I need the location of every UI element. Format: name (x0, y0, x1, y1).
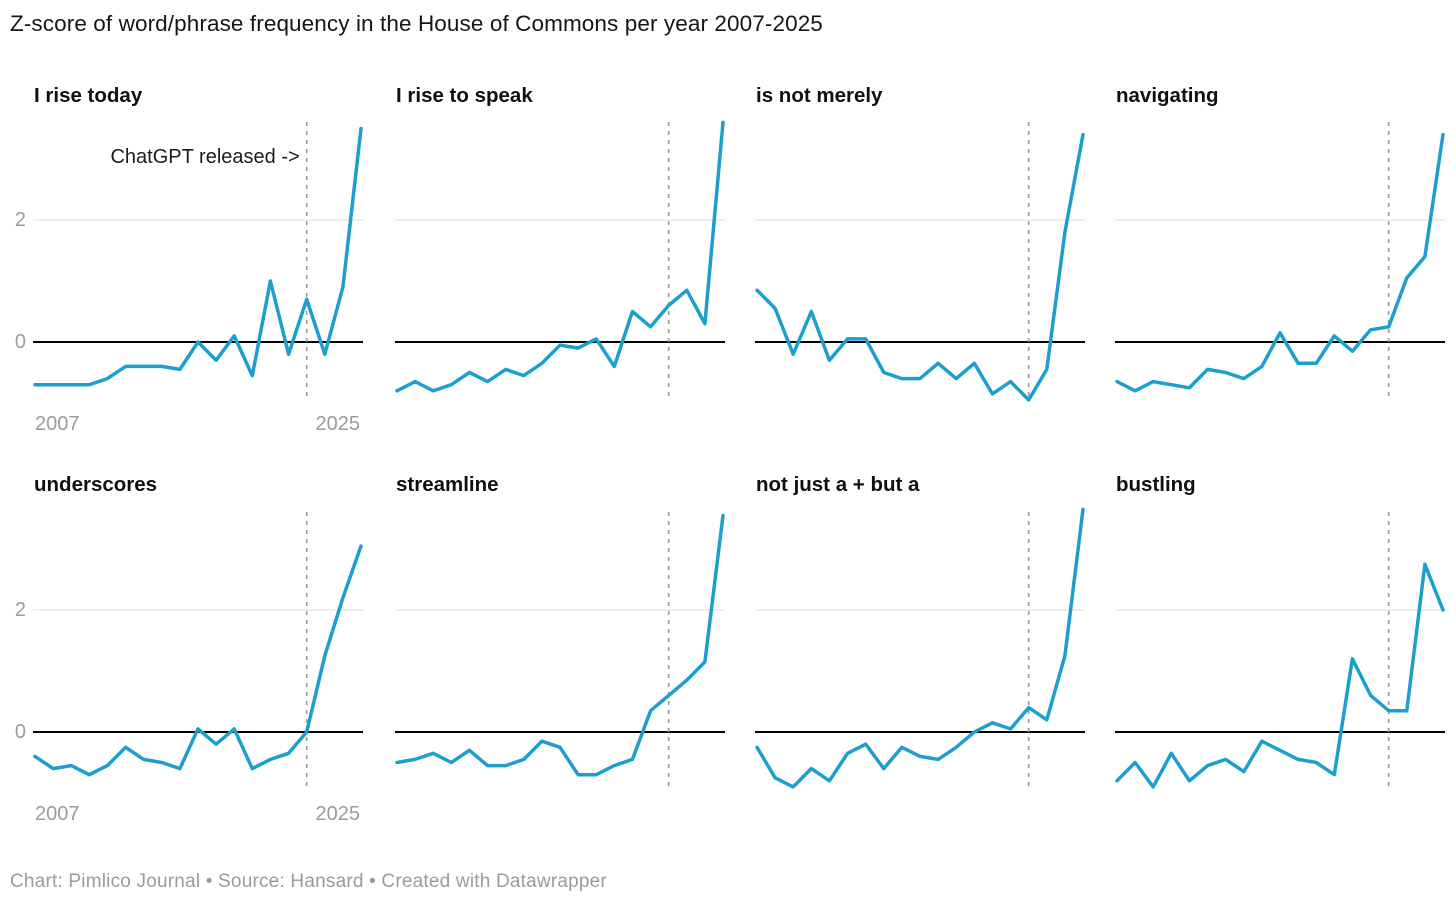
data-line-i-rise-to-speak (395, 120, 725, 393)
panel-title-underscores: underscores (34, 473, 158, 496)
y-tick-label-0: 0 (14, 331, 26, 353)
panel-title-not-just-a-but-a: not just a + but a (756, 473, 920, 496)
x-tick-label-2007: 2007 (35, 413, 80, 435)
data-line-not-just-a-but-a (755, 507, 1085, 789)
data-line-i-rise-today (33, 126, 363, 387)
chatgpt-released-annotation: ChatGPT released -> (110, 146, 300, 168)
data-line-bustling (1115, 562, 1445, 789)
line-chart-streamline (395, 512, 725, 791)
y-tick-label-2: 2 (14, 599, 26, 621)
line-chart-navigating (1115, 122, 1445, 401)
line-chart-underscores (33, 512, 363, 791)
data-line-navigating (1115, 132, 1445, 393)
chart-title: Z-score of word/phrase frequency in the … (10, 11, 823, 36)
line-chart-bustling (1115, 512, 1445, 791)
line-chart-is-not-merely (755, 122, 1085, 402)
data-line-is-not-merely (755, 132, 1085, 402)
data-line-underscores (33, 544, 363, 777)
y-tick-label-2: 2 (14, 209, 26, 231)
panel-title-is-not-merely: is not merely (756, 84, 883, 107)
panel-title-navigating: navigating (1116, 84, 1219, 107)
x-tick-label-2025: 2025 (315, 803, 361, 825)
line-chart-i-rise-today (33, 122, 363, 401)
panel-title-bustling: bustling (1116, 473, 1196, 496)
chart-footer-credits: Chart: Pimlico Journal • Source: Hansard… (10, 871, 607, 892)
x-tick-label-2025: 2025 (315, 413, 361, 435)
y-tick-label-0: 0 (14, 721, 26, 743)
panel-title-i-rise-to-speak: I rise to speak (396, 84, 533, 107)
panel-title-i-rise-today: I rise today (34, 84, 143, 107)
line-chart-not-just-a-but-a (755, 507, 1085, 791)
x-tick-label-2007: 2007 (35, 803, 80, 825)
data-line-streamline (395, 513, 725, 777)
panel-title-streamline: streamline (396, 473, 499, 496)
line-chart-i-rise-to-speak (395, 120, 725, 401)
